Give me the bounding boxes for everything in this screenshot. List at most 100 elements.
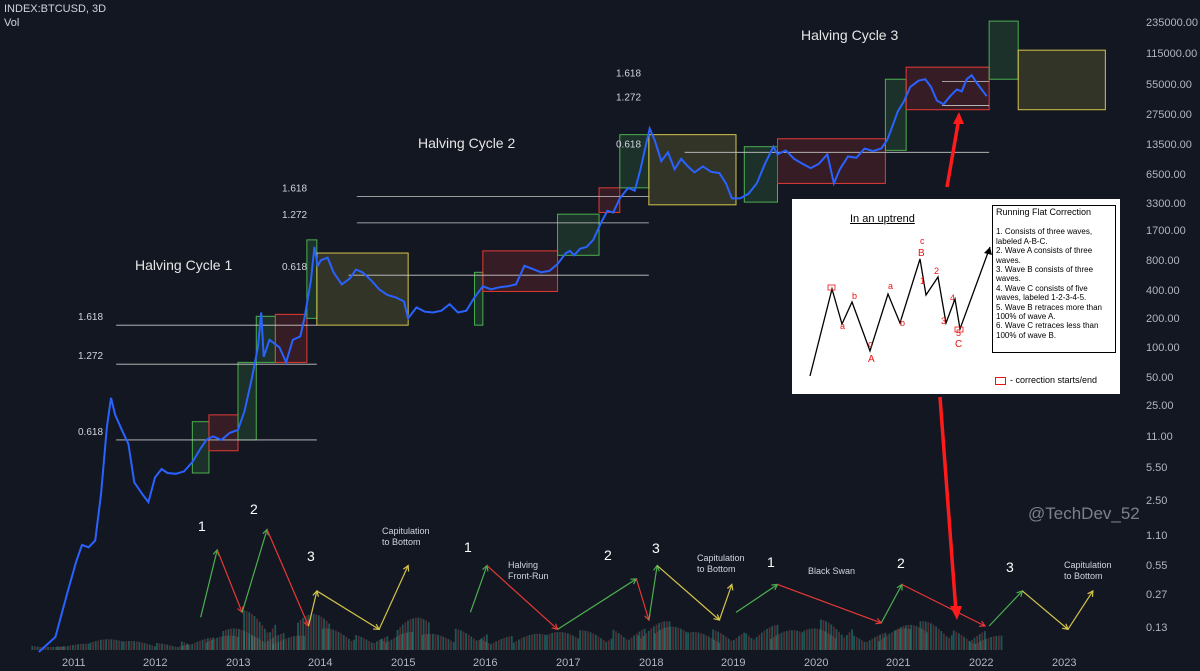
volume-bar [987,637,990,650]
volume-bar [122,641,125,650]
volume-bar [235,628,238,650]
volume-bar [880,639,883,650]
inset-wave-mark: 3 [941,316,946,326]
volume-bar [271,628,274,650]
x-axis-tick: 2019 [721,657,745,669]
volume-bar [569,634,572,650]
volume-bar [342,635,345,650]
volume-bar [531,634,533,650]
volume-bar [327,628,329,650]
inset-wave-mark: 4 [950,293,955,303]
volume-bar [628,639,630,650]
volume-bar [974,643,977,650]
volume-bar [187,644,189,650]
volume-bar [256,637,259,650]
volume-bar [901,628,904,650]
volume-bar [240,629,243,650]
volume-bar [861,640,863,650]
volume-bar [205,642,208,650]
volume-bar [484,641,487,650]
inset-wave-mark: 5 [956,328,961,338]
fib-label: 1.618 [616,68,641,79]
volume-bar [473,638,475,650]
fib-label: 0.618 [78,427,103,438]
volume-bar [772,637,775,650]
volume-bar [796,630,798,650]
volume-bar [293,636,295,650]
volume-bar [935,626,937,650]
volume-bar [868,640,871,650]
volume-bar [909,629,912,650]
volume-bar [597,636,600,650]
volume-bar [224,635,226,650]
volume-bar [59,647,61,650]
volume-bar [483,636,486,650]
volume-bar [171,645,174,650]
volume-bar [395,636,398,650]
volume-bar [538,633,541,650]
volume-bar [982,639,985,650]
volume-bar [138,641,141,650]
volume-bar [758,634,761,650]
volume-bar [750,637,753,650]
volume-bar [808,628,811,650]
volume-bar [718,642,721,650]
volume-bar [888,633,891,650]
volume-bar [383,637,386,650]
volume-bar [505,637,508,650]
volume-bar [290,636,293,650]
volume-bar [533,633,536,650]
volume-bar [107,639,110,650]
volume-bar [64,646,66,650]
volume-bar [702,634,705,650]
volume-bar [952,630,955,650]
volume-bar [855,637,858,650]
volume-bar [251,635,254,650]
volume-bar [163,644,166,650]
volume-bar [520,638,523,650]
volume-bar [282,633,285,650]
volume-bar [390,639,393,650]
volume-bar [320,616,323,650]
volume-bar [141,642,143,650]
wave-label: to Bottom [382,537,421,547]
x-axis-tick: 2011 [62,657,86,669]
note-item: 4. Wave C consists of five waves, labele… [996,283,1088,303]
volume-bar [467,634,470,650]
volume-bar [1000,635,1003,650]
volume-bar [725,636,727,650]
volume-bar [948,637,950,650]
volume-bar [745,633,748,650]
wave-label: Halving [508,560,538,570]
volume-bar [647,630,650,650]
y-axis-tick: 235000.00 [1146,17,1198,29]
volume-bar [120,641,123,650]
volume-bar [643,628,646,650]
volume-bar [853,635,855,650]
volume-bar [819,629,821,650]
volume-bar [243,630,245,650]
volume-bar [337,631,340,650]
volume-bar [269,639,272,650]
volume-bar [154,646,156,650]
volume-bar [528,635,531,650]
x-axis-tick: 2020 [804,657,828,669]
volume-bar [630,637,633,650]
fib-label: 0.618 [282,262,307,273]
volume-bar [300,635,303,650]
volume-bar [460,630,462,650]
volume-bar [995,635,998,650]
y-axis-tick: 6500.00 [1146,169,1186,181]
volume-bar [312,614,315,650]
volume-bar [884,632,887,650]
volume-bar [307,614,310,650]
volume-bar [100,639,102,650]
x-axis-tick: 2021 [886,657,910,669]
volume-bar [824,631,826,650]
volume-bar [31,646,34,650]
x-axis-tick: 2015 [391,657,415,669]
volume-bar [617,633,620,650]
volume-bar [97,640,100,650]
volume-bar [201,639,204,650]
volume-bar [663,621,666,650]
